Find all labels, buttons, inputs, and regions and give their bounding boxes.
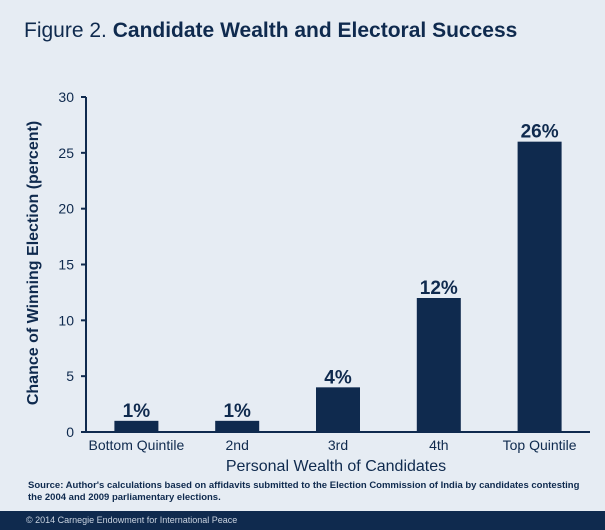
bar (517, 141, 562, 432)
y-tick-label: 10 (58, 312, 74, 328)
y-tick-label: 20 (58, 201, 74, 217)
y-tick-label: 15 (58, 257, 74, 273)
copyright-footer: © 2014 Carnegie Endowment for Internatio… (0, 511, 605, 530)
source-note: Source: Author's calculations based on a… (28, 480, 580, 503)
x-tick-label: Top Quintile (503, 437, 577, 453)
chart-bars (114, 141, 562, 432)
copyright-text: © 2014 Carnegie Endowment for Internatio… (26, 515, 238, 525)
figure-title-text: Candidate Wealth and Electoral Success (112, 19, 518, 42)
figure-title: Figure 2. Candidate Wealth and Electoral… (24, 19, 517, 43)
y-tick-label: 30 (58, 89, 74, 105)
chart-data-labels: 1% 1% 4% 12% 26% (123, 122, 559, 422)
y-tick-label: 0 (66, 424, 74, 440)
y-tick-label: 25 (58, 145, 74, 161)
bar (416, 298, 461, 432)
data-label: 1% (223, 401, 251, 422)
figure-number: Figure 2. (24, 19, 107, 42)
bar-chart: 0 5 10 15 20 25 30 Bottom Quintile 2nd 3rd 4th Top … (25, 89, 590, 475)
x-axis-label: Personal Wealth of Candidates (226, 458, 446, 475)
y-axis-label: Chance of Winning Election (percent) (25, 121, 42, 405)
chart-axes: 0 5 10 15 20 25 30 Bottom Quintile 2nd 3rd 4th Top … (58, 89, 590, 453)
bar (316, 387, 360, 432)
bar (114, 420, 159, 432)
data-label: 4% (324, 367, 352, 388)
x-tick-label: 3rd (328, 437, 348, 453)
x-tick-label: 4th (429, 437, 448, 453)
bar (215, 420, 260, 432)
data-label: 1% (123, 401, 151, 422)
x-tick-label: 2nd (226, 437, 249, 453)
y-tick-label: 5 (66, 368, 74, 384)
data-label: 26% (521, 122, 559, 143)
data-label: 12% (420, 278, 458, 299)
x-tick-label: Bottom Quintile (89, 437, 185, 453)
